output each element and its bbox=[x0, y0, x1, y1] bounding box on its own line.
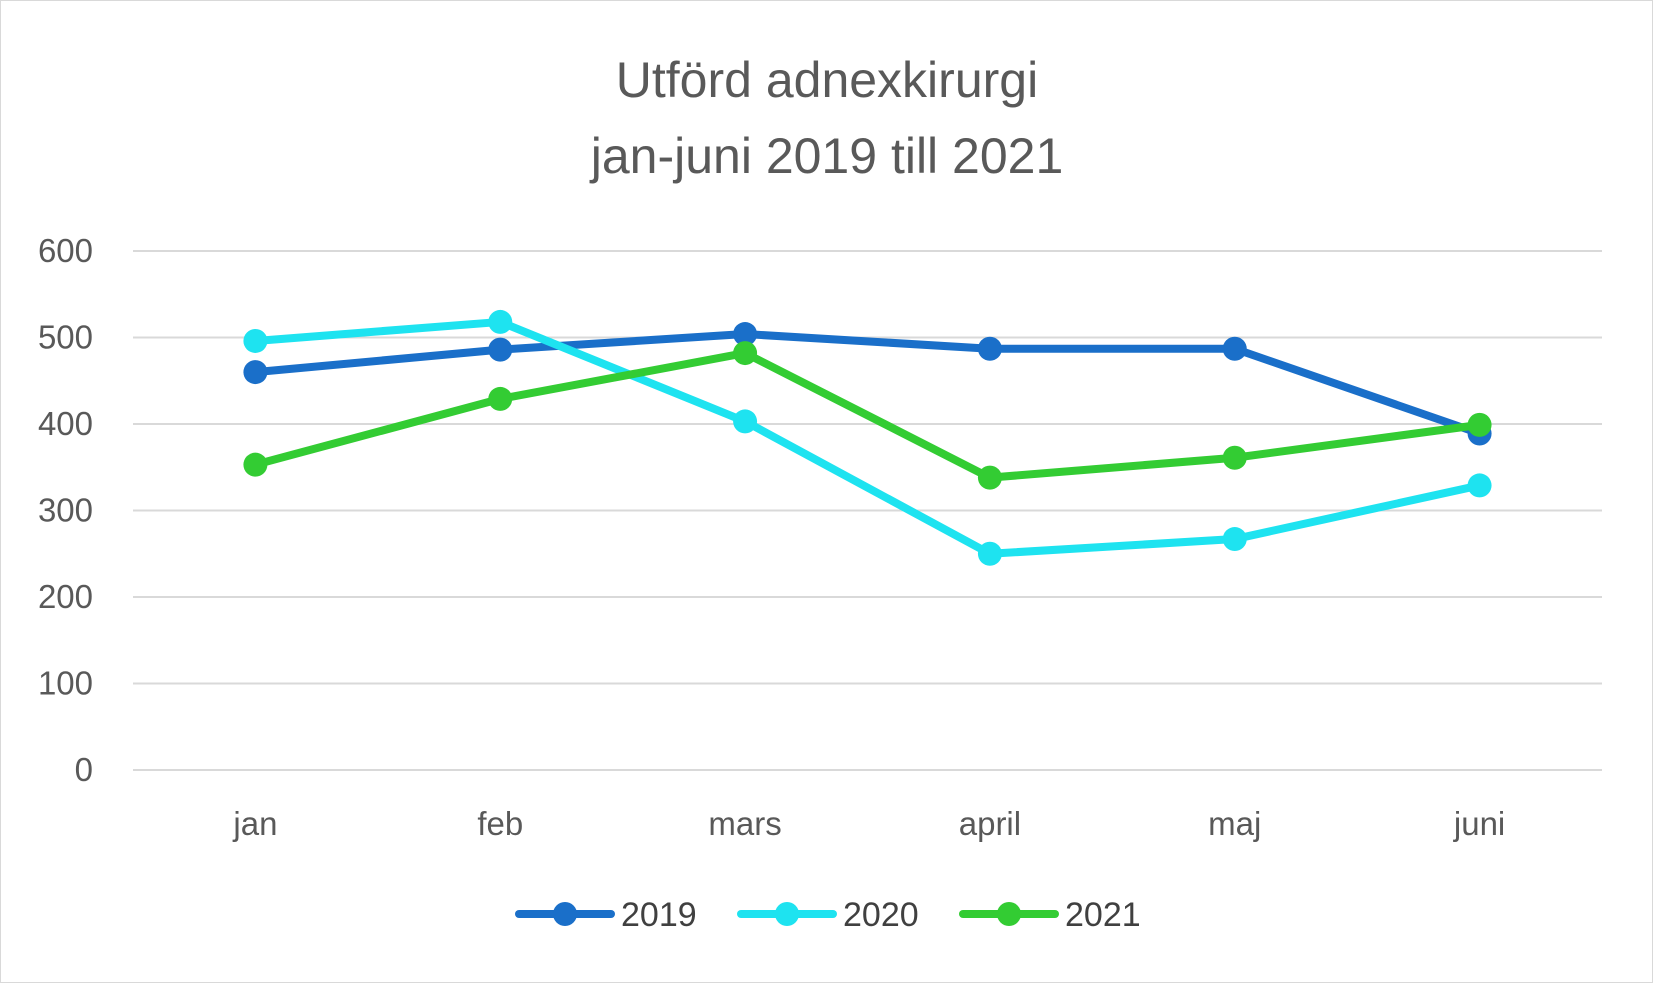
series-line bbox=[251, 349, 1484, 482]
legend-label: 2021 bbox=[1065, 896, 1141, 934]
x-tick-label: jan bbox=[232, 805, 277, 842]
chart-title-line-1: Utförd adnexkirurgi bbox=[616, 52, 1038, 108]
y-tick-label: 200 bbox=[38, 578, 93, 615]
data-point bbox=[1222, 445, 1247, 470]
x-tick-label: mars bbox=[708, 805, 781, 842]
x-tick-label: feb bbox=[477, 805, 523, 842]
y-tick-label: 600 bbox=[38, 232, 93, 269]
data-point bbox=[1222, 336, 1247, 361]
data-point bbox=[977, 336, 1002, 361]
data-point bbox=[733, 322, 758, 347]
legend-marker bbox=[997, 902, 1021, 926]
series-2020 bbox=[243, 309, 1492, 566]
data-point bbox=[488, 337, 513, 362]
data-point bbox=[488, 386, 513, 411]
data-point bbox=[488, 309, 513, 334]
data-point bbox=[243, 360, 268, 385]
y-tick-label: 100 bbox=[38, 665, 93, 702]
data-point bbox=[243, 452, 268, 477]
series-line bbox=[251, 317, 1484, 558]
y-axis-ticks: 0 100 200 300 400 500 600 bbox=[38, 232, 93, 788]
data-point bbox=[977, 465, 1002, 490]
x-tick-label: juni bbox=[1453, 805, 1505, 842]
legend-item-2020: 2020 bbox=[737, 896, 919, 934]
x-tick-label: maj bbox=[1208, 805, 1261, 842]
series-line bbox=[251, 330, 1484, 438]
series-2021 bbox=[243, 341, 1492, 490]
series-2019 bbox=[243, 322, 1492, 446]
x-axis-ticks: jan feb mars april maj juni bbox=[232, 805, 1505, 842]
x-tick-label: april bbox=[959, 805, 1021, 842]
y-tick-label: 500 bbox=[38, 319, 93, 356]
legend: 2019 2020 2021 bbox=[515, 896, 1141, 934]
legend-marker bbox=[553, 902, 577, 926]
data-point bbox=[1467, 412, 1492, 437]
data-point bbox=[733, 341, 758, 366]
legend-label: 2019 bbox=[621, 896, 697, 934]
data-point bbox=[977, 541, 1002, 566]
y-tick-label: 400 bbox=[38, 405, 93, 442]
chart-title-line-2: jan-juni 2019 till 2021 bbox=[589, 128, 1064, 184]
y-tick-label: 0 bbox=[75, 751, 93, 788]
data-point bbox=[243, 328, 268, 353]
data-point bbox=[733, 409, 758, 434]
legend-label: 2020 bbox=[843, 896, 919, 934]
legend-item-2021: 2021 bbox=[959, 896, 1141, 934]
legend-marker bbox=[775, 902, 799, 926]
series-lines bbox=[243, 309, 1492, 566]
data-point bbox=[1222, 527, 1247, 552]
legend-item-2019: 2019 bbox=[515, 896, 697, 934]
y-tick-label: 300 bbox=[38, 492, 93, 529]
data-point bbox=[1467, 473, 1492, 498]
